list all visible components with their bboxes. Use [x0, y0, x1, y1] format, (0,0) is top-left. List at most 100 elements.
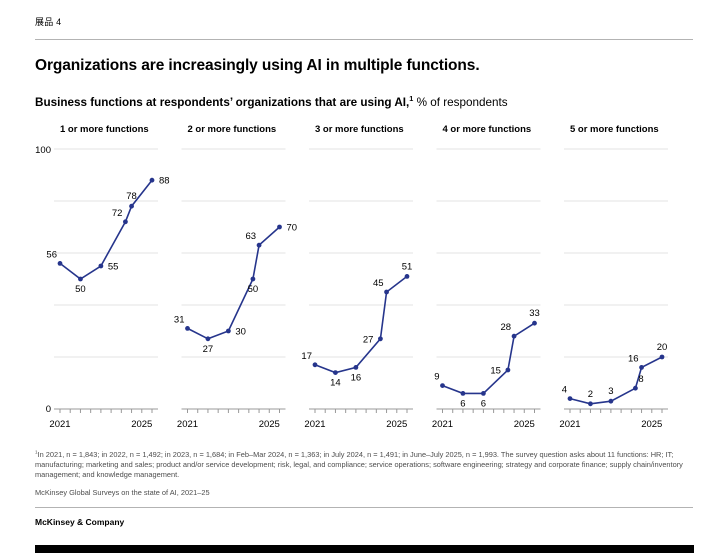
data-point: [505, 367, 511, 373]
data-point: [149, 177, 155, 183]
x-tick-label: 2025: [259, 419, 280, 430]
data-label: 30: [235, 327, 246, 338]
data-point: [123, 219, 128, 225]
subtitle-footnote-marker: 1: [409, 94, 414, 104]
data-label: 20: [657, 342, 668, 353]
x-tick-label: 2021: [177, 419, 198, 430]
data-point: [277, 224, 282, 230]
data-point: [480, 391, 486, 396]
data-point: [185, 326, 190, 331]
bottom-divider: [35, 507, 693, 508]
data-point: [98, 263, 104, 269]
data-label: 4: [562, 385, 567, 396]
data-point: [440, 383, 445, 388]
data-label: 56: [46, 249, 57, 260]
data-label: 6: [460, 398, 465, 409]
data-point: [639, 365, 644, 370]
data-label: 3: [608, 386, 613, 397]
data-label: 16: [628, 353, 639, 364]
panel-4: 4 or more functions 9 6 6 15 28 33 2021 2025: [432, 124, 541, 430]
data-label: 8: [638, 374, 643, 385]
brand-wordmark: McKinsey & Company: [35, 517, 125, 527]
footnote-text: In 2021, n = 1,843; in 2022, n = 1,492; …: [35, 450, 683, 479]
data-point: [225, 328, 231, 334]
y-max-label: 100: [35, 145, 51, 156]
x-tick-label: 2025: [514, 419, 535, 430]
data-label: 50: [248, 284, 259, 295]
data-label: 88: [159, 176, 170, 187]
panel-5: 5 or more functions 4 2 3 8 16 20 2021 2025: [559, 124, 668, 430]
series-line: [59, 179, 153, 280]
data-label: 78: [126, 191, 137, 202]
data-point: [205, 336, 211, 342]
data-label: 45: [373, 278, 384, 289]
panel-title: 2 or more functions: [188, 124, 277, 135]
top-divider: [35, 39, 693, 40]
data-label: 15: [490, 366, 501, 377]
data-point: [384, 289, 389, 295]
source-line: McKinsey Global Surveys on the state of …: [35, 488, 210, 497]
data-point: [250, 276, 256, 282]
data-point: [312, 362, 318, 368]
data-label: 51: [402, 261, 413, 272]
x-tick-label: 2021: [304, 419, 325, 430]
series-line: [442, 322, 535, 395]
data-point: [511, 333, 517, 339]
series-line: [314, 275, 408, 374]
footnote-marker: 1: [35, 449, 38, 455]
data-point: [353, 365, 359, 370]
panel-title: 4 or more functions: [443, 124, 532, 135]
data-label: 33: [529, 308, 540, 319]
data-label: 31: [174, 314, 185, 325]
data-point: [78, 276, 83, 282]
x-tick-label: 2021: [559, 419, 580, 430]
subtitle-bold: Business functions at respondents’ organ…: [35, 96, 410, 109]
data-label: 72: [112, 208, 123, 219]
data-label: 9: [434, 372, 439, 383]
data-label: 70: [287, 223, 298, 234]
exhibit-label: 展品 4: [35, 17, 62, 27]
series-line: [187, 226, 281, 340]
x-tick-label: 2021: [432, 419, 453, 430]
data-label: 55: [108, 262, 119, 273]
data-label: 28: [500, 322, 511, 333]
series-line: [569, 356, 663, 405]
data-point: [532, 320, 537, 326]
data-point: [633, 385, 638, 391]
data-point: [567, 396, 573, 401]
data-label: 2: [588, 389, 593, 400]
data-label: 14: [330, 378, 341, 389]
data-label: 27: [203, 344, 214, 355]
data-point: [460, 391, 466, 396]
panel-title: 3 or more functions: [315, 124, 404, 135]
chart-subtitle: Business functions at respondents’ organ…: [35, 94, 508, 109]
bottom-bar: [35, 545, 694, 553]
data-point: [129, 203, 134, 209]
data-label: 50: [75, 284, 86, 295]
data-point: [57, 261, 63, 266]
panel-title: 5 or more functions: [570, 124, 659, 135]
x-tick-label: 2025: [131, 419, 152, 430]
data-point: [659, 354, 665, 360]
exhibit-title: Organizations are increasingly using AI …: [35, 57, 480, 74]
panel-title: 1 or more functions: [60, 124, 149, 135]
panel-3: 3 or more functions 17 14 16 27 45 51 2021 2025: [301, 124, 413, 430]
footnote: 1In 2021, n = 1,843; in 2022, n = 1,492;…: [35, 450, 693, 480]
data-label: 17: [301, 351, 312, 362]
subtitle-unit: % of respondents: [413, 96, 508, 109]
x-tick-label: 2025: [386, 419, 407, 430]
data-point: [588, 401, 593, 407]
data-point: [256, 242, 262, 248]
y-min-label: 0: [46, 404, 51, 415]
panel-2: 2 or more functions 31 27 30 50 63 70 2021 2025: [174, 124, 297, 430]
data-label: 27: [363, 334, 374, 345]
data-label: 6: [481, 398, 486, 409]
data-point: [608, 398, 614, 404]
data-point: [378, 336, 383, 342]
data-label: 63: [245, 231, 256, 242]
x-tick-label: 2021: [49, 419, 70, 430]
x-tick-label: 2025: [641, 419, 662, 430]
